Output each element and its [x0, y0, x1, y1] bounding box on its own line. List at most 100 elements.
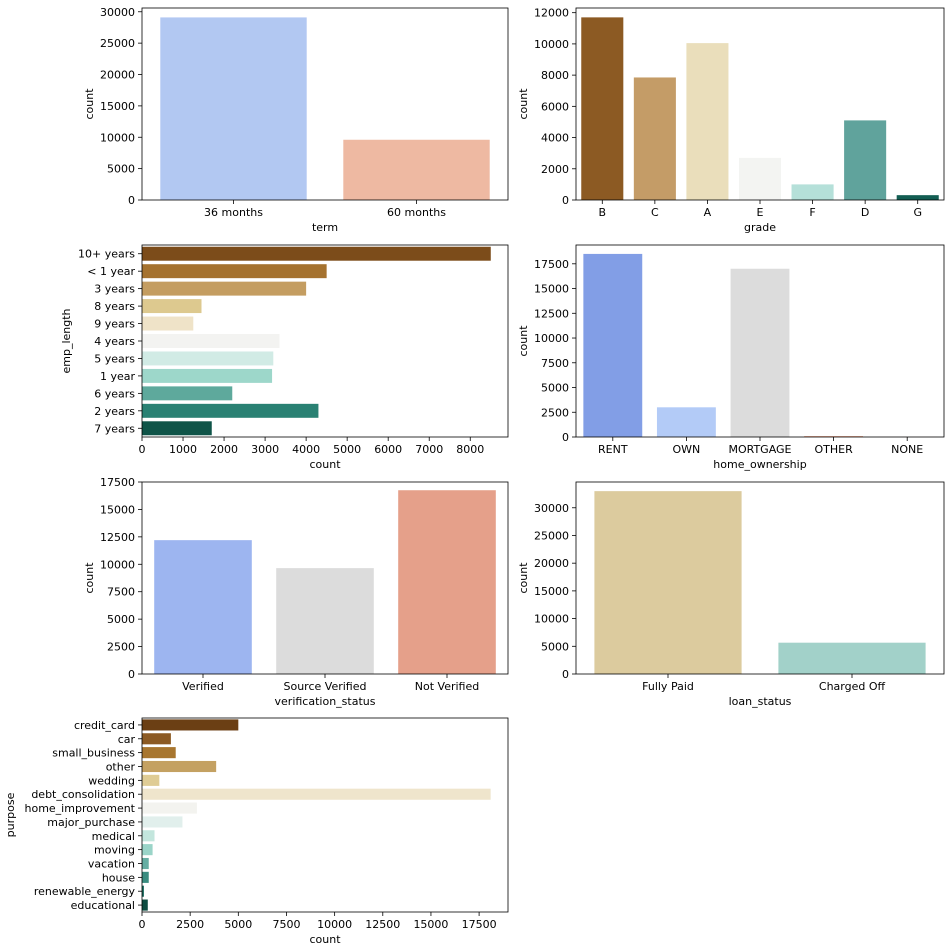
- bar-renewable-energy: [142, 885, 144, 897]
- y-tick-label: major_purchase: [47, 816, 135, 829]
- bar-charged-off: [778, 642, 926, 674]
- y-tick-label: 2500: [107, 641, 135, 654]
- y-tick-label: 9 years: [94, 318, 135, 331]
- y-tick-label: 20000: [100, 69, 135, 82]
- x-axis-label: count: [309, 458, 341, 471]
- y-tick-label: 15000: [534, 585, 569, 598]
- y-tick-label: 2 years: [94, 405, 135, 418]
- y-tick-label: house: [102, 871, 135, 884]
- y-axis-label: emp_length: [60, 308, 73, 373]
- x-tick-label: 6000: [374, 443, 402, 456]
- y-tick-label: 30000: [534, 502, 569, 515]
- bar-wedding: [142, 774, 160, 786]
- bar-vacation: [142, 857, 149, 870]
- x-axis-label: loan_status: [729, 695, 792, 708]
- y-tick-label: 0: [128, 668, 135, 681]
- y-tick-label: 0: [128, 194, 135, 207]
- x-tick-label: RENT: [598, 443, 628, 456]
- y-tick-label: 4000: [541, 132, 569, 145]
- axes-frame: [141, 717, 509, 913]
- x-tick-label: D: [861, 206, 869, 219]
- bar-4-years: [142, 334, 280, 348]
- bar-house: [142, 871, 149, 883]
- x-axis-label: count: [309, 933, 341, 946]
- grade-count-chart: B C A E F D G 0 2000 4000 6000 8000 10000 12000 grade c…: [517, 7, 945, 234]
- y-tick-label: 17500: [534, 258, 569, 271]
- y-axis-label: count: [83, 562, 96, 594]
- y-tick-label: 25000: [534, 529, 569, 542]
- x-axis-label: home_ownership: [713, 458, 806, 471]
- x-tick-label: G: [913, 206, 922, 219]
- y-tick-label: 4 years: [94, 335, 135, 348]
- bar-5-years: [142, 351, 274, 366]
- y-tick-label: debt_consolidation: [31, 788, 135, 801]
- bar-c: [633, 77, 676, 200]
- y-tick-label: 5000: [107, 613, 135, 626]
- x-axis-label: term: [312, 221, 338, 234]
- x-tick-label: MORTGAGE: [728, 443, 791, 456]
- bar-mortgage: [730, 268, 790, 437]
- x-tick-label: NONE: [891, 443, 923, 456]
- y-tick-label: 5000: [541, 640, 569, 653]
- x-tick-label: E: [757, 206, 764, 219]
- y-tick-label: credit_card: [74, 719, 135, 732]
- y-tick-label: home_improvement: [25, 802, 136, 815]
- axes-frame: [141, 244, 509, 438]
- y-tick-label: other: [106, 761, 136, 774]
- bar--1-year: [142, 264, 327, 279]
- axes-frame: [575, 7, 945, 201]
- bar-medical: [142, 830, 155, 842]
- y-tick-label: 5000: [107, 163, 135, 176]
- x-tick-label: OWN: [673, 443, 701, 456]
- y-tick-label: 3 years: [94, 283, 135, 296]
- bar-rent: [583, 253, 643, 437]
- bar-source-verified: [276, 568, 374, 674]
- x-tick-label: Source Verified: [284, 680, 367, 693]
- emp-length-count-chart: 10+ years < 1 year 3 years 8 years 9 years 4 …: [60, 244, 509, 471]
- x-tick-label: 17500: [462, 918, 497, 931]
- x-tick-label: 3000: [251, 443, 279, 456]
- bar-fully-paid: [594, 491, 742, 674]
- x-tick-label: 7000: [415, 443, 443, 456]
- x-tick-label: 8000: [456, 443, 484, 456]
- y-tick-label: 10+ years: [78, 248, 135, 261]
- y-tick-label: wedding: [88, 774, 135, 787]
- x-axis-label: grade: [744, 221, 776, 234]
- y-tick-label: moving: [94, 844, 135, 857]
- y-tick-label: car: [118, 733, 136, 746]
- y-tick-label: 12000: [534, 7, 569, 20]
- x-tick-label: 2500: [176, 918, 204, 931]
- y-tick-label: 10000: [534, 332, 569, 345]
- y-tick-label: 15000: [100, 503, 135, 516]
- y-tick-label: 2500: [541, 406, 569, 419]
- y-tick-label: small_business: [52, 747, 135, 760]
- y-tick-label: medical: [92, 830, 135, 843]
- bar-e: [738, 157, 782, 200]
- y-tick-label: 10000: [534, 613, 569, 626]
- bar-6-years: [142, 386, 233, 401]
- loan-status-count-chart: Fully Paid Charged Off 0 5000 10000 15000 2000…: [517, 481, 945, 708]
- x-tick-label: 0: [139, 443, 146, 456]
- y-tick-label: 8 years: [94, 300, 135, 313]
- y-tick-label: renewable_energy: [34, 885, 136, 898]
- y-axis-label: purpose: [4, 792, 17, 837]
- bar-moving: [142, 844, 153, 856]
- bar-not-verified: [398, 490, 496, 674]
- x-axis-label: verification_status: [275, 695, 376, 708]
- bar-major-purchase: [142, 816, 183, 828]
- x-tick-label: 60 months: [387, 206, 446, 219]
- y-axis-label: count: [517, 88, 530, 120]
- x-tick-label: 0: [139, 918, 146, 931]
- x-tick-label: 15000: [413, 918, 448, 931]
- x-tick-label: Not Verified: [415, 680, 479, 693]
- x-tick-label: Fully Paid: [642, 680, 694, 693]
- x-tick-label: 10000: [317, 918, 352, 931]
- y-tick-label: 10000: [534, 38, 569, 51]
- bar-2-years: [142, 403, 319, 418]
- y-tick-label: 25000: [100, 37, 135, 50]
- axes-frame: [575, 244, 945, 438]
- bar-60-months: [343, 139, 490, 200]
- x-tick-label: 36 months: [204, 206, 263, 219]
- x-tick-label: C: [651, 206, 659, 219]
